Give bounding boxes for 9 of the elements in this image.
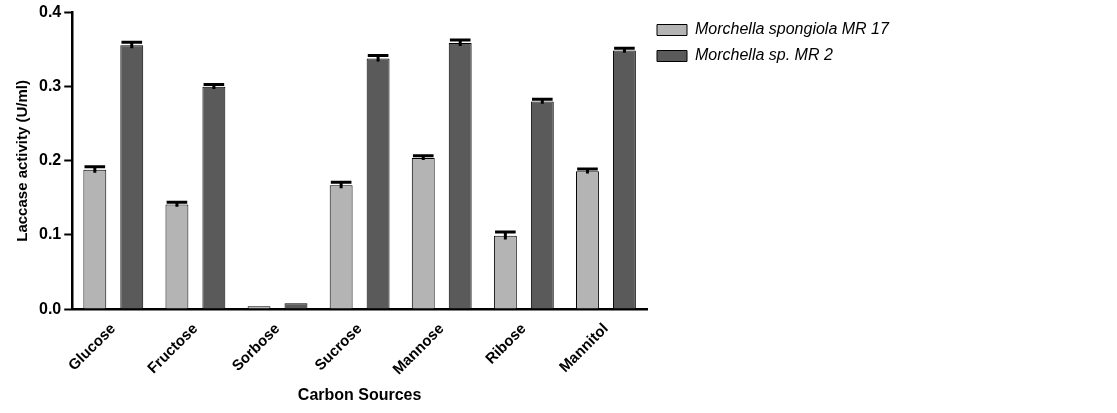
legend-label: Morchella spongiola MR 17	[695, 20, 890, 38]
y-tick-label: 0.3	[38, 77, 62, 95]
y-tick-label: 0.2	[38, 151, 62, 169]
y-tick-label: 0.4	[38, 3, 62, 21]
y-tick-label: 0.1	[38, 225, 62, 243]
x-axis-title: Carbon Sources	[297, 385, 422, 403]
y-axis-title: Laccase activity (U/ml)	[13, 79, 31, 242]
y-tick-label: 0.0	[38, 299, 62, 317]
legend-label: Morchella sp. MR 2	[695, 46, 833, 64]
